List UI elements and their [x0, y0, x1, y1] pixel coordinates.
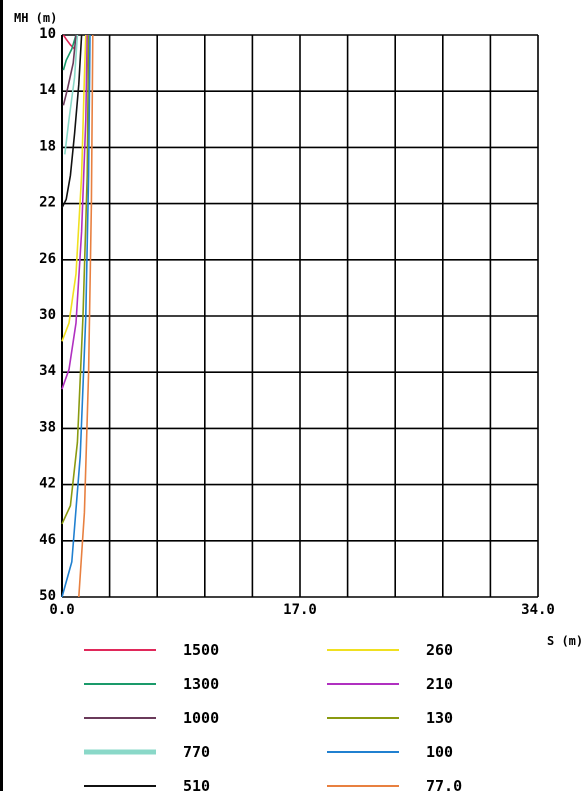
legend-label-260: 260 [426, 641, 453, 659]
y-tick-label: 34 [39, 363, 56, 379]
legend: 1500 1300 1000 770 510 260 210 130 100 77.0 [84, 641, 462, 795]
y-tick-label: 26 [39, 251, 56, 267]
series-lines [61, 34, 94, 598]
y-tick-label: 38 [39, 419, 56, 435]
x-tick-labels: 0.0 17.0 34.0 [49, 602, 555, 618]
y-tick-labels: 10 14 18 22 26 30 34 38 42 46 50 [39, 26, 56, 604]
x-axis-label: S (m) [547, 634, 583, 648]
legend-label-130: 130 [426, 709, 453, 727]
legend-label-1300: 1300 [183, 675, 219, 693]
legend-label-1500: 1500 [183, 641, 219, 659]
grid [61, 34, 539, 598]
series-line-100 [61, 34, 91, 598]
y-tick-label: 22 [39, 195, 56, 211]
x-tick-label: 34.0 [521, 602, 555, 618]
y-tick-label: 14 [39, 82, 56, 98]
y-tick-label: 50 [39, 588, 56, 604]
series-line-1300 [62, 34, 77, 71]
y-tick-label: 18 [39, 138, 56, 154]
y-axis-label: MH (m) [14, 11, 57, 25]
series-line-510 [61, 34, 83, 209]
series-line-210 [61, 34, 88, 390]
legend-label-100: 100 [426, 743, 453, 761]
series-line-260 [61, 34, 87, 342]
series-line-77.0 [78, 34, 94, 598]
legend-label-77.0: 77.0 [426, 777, 462, 791]
series-line-770 [64, 34, 79, 155]
legend-label-510: 510 [183, 777, 210, 791]
y-tick-label: 10 [39, 26, 56, 42]
legend-label-210: 210 [426, 675, 453, 693]
series-line-1000 [62, 34, 77, 106]
legend-label-770: 770 [183, 743, 210, 761]
left-border [0, 0, 3, 791]
legend-label-1000: 1000 [183, 709, 219, 727]
y-tick-label: 42 [39, 476, 56, 492]
x-tick-label: 17.0 [283, 602, 317, 618]
y-tick-label: 30 [39, 307, 56, 323]
x-tick-label: 0.0 [49, 602, 74, 618]
series-line-130 [61, 34, 90, 525]
y-tick-label: 46 [39, 532, 56, 548]
